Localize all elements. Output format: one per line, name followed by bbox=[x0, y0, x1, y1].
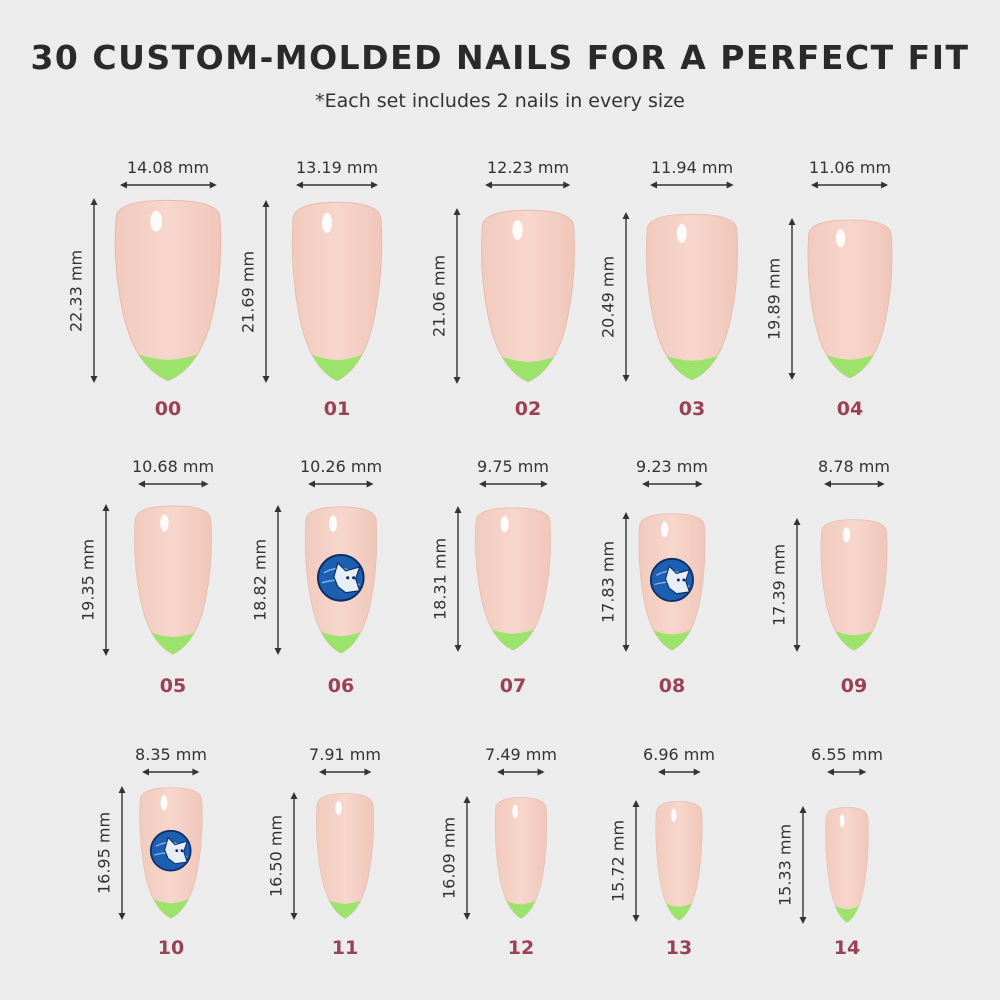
size-label: 03 bbox=[678, 398, 706, 420]
press-on-nail bbox=[655, 801, 703, 921]
press-on-nail bbox=[807, 219, 893, 379]
width-label: 9.75 mm bbox=[477, 457, 549, 476]
height-label: 16.09 mm bbox=[439, 816, 459, 900]
height-label: 16.95 mm bbox=[94, 811, 114, 895]
height-label: 17.83 mm bbox=[598, 540, 618, 624]
height-arrow-icon bbox=[799, 806, 807, 924]
width-arrow-icon bbox=[142, 768, 200, 776]
press-on-nail bbox=[114, 199, 222, 382]
size-label: 07 bbox=[499, 675, 527, 697]
press-on-nail bbox=[494, 797, 548, 919]
press-on-nail bbox=[475, 507, 551, 651]
lynx-emblem-icon bbox=[649, 557, 695, 602]
width-arrow-icon bbox=[657, 768, 701, 776]
height-label: 20.49 mm bbox=[598, 255, 618, 339]
press-on-nail bbox=[316, 793, 374, 919]
height-label: 18.82 mm bbox=[250, 538, 270, 622]
width-arrow-icon bbox=[641, 480, 703, 488]
width-label: 11.06 mm bbox=[808, 158, 892, 177]
size-label: 11 bbox=[331, 937, 359, 959]
width-arrow-icon bbox=[137, 480, 209, 488]
width-arrow-icon bbox=[318, 768, 372, 776]
size-label: 14 bbox=[833, 937, 861, 959]
height-arrow-icon bbox=[453, 208, 461, 384]
height-label: 19.89 mm bbox=[764, 257, 784, 341]
press-on-nail bbox=[291, 201, 383, 382]
size-label: 04 bbox=[836, 398, 864, 420]
height-label: 18.31 mm bbox=[430, 537, 450, 621]
width-arrow-icon bbox=[308, 480, 374, 488]
lynx-emblem-icon bbox=[317, 553, 365, 602]
width-arrow-icon bbox=[296, 181, 378, 189]
size-label: 00 bbox=[154, 398, 182, 420]
height-label: 15.72 mm bbox=[608, 819, 628, 903]
height-arrow-icon bbox=[454, 506, 462, 652]
press-on-nail bbox=[820, 519, 888, 651]
height-arrow-icon bbox=[632, 800, 640, 922]
page-subtitle: *Each set includes 2 nails in every size bbox=[315, 90, 685, 112]
height-arrow-icon bbox=[274, 505, 282, 655]
width-label: 13.19 mm bbox=[295, 158, 379, 177]
width-label: 12.23 mm bbox=[486, 158, 570, 177]
height-label: 17.39 mm bbox=[769, 543, 789, 627]
width-arrow-icon bbox=[650, 181, 734, 189]
width-arrow-icon bbox=[478, 480, 548, 488]
width-label: 9.23 mm bbox=[636, 457, 708, 476]
height-label: 15.33 mm bbox=[775, 823, 795, 907]
height-label: 22.33 mm bbox=[66, 249, 86, 332]
width-label: 10.26 mm bbox=[299, 457, 383, 476]
height-label: 19.35 mm bbox=[78, 538, 98, 622]
height-arrow-icon bbox=[290, 792, 298, 920]
height-arrow-icon bbox=[622, 212, 630, 382]
height-arrow-icon bbox=[463, 796, 471, 920]
width-label: 8.78 mm bbox=[818, 457, 890, 476]
size-label: 10 bbox=[157, 937, 185, 959]
height-label: 21.06 mm bbox=[429, 254, 449, 338]
width-label: 14.08 mm bbox=[126, 158, 210, 177]
width-label: 10.68 mm bbox=[131, 457, 215, 476]
size-label: 09 bbox=[840, 675, 868, 697]
press-on-nail bbox=[825, 807, 869, 923]
height-label: 21.69 mm bbox=[238, 250, 258, 333]
press-on-nail bbox=[645, 213, 739, 381]
width-label: 7.91 mm bbox=[309, 745, 381, 764]
size-label: 08 bbox=[658, 675, 686, 697]
width-label: 7.49 mm bbox=[485, 745, 557, 764]
height-arrow-icon bbox=[90, 198, 98, 383]
press-on-nail bbox=[481, 209, 575, 383]
height-label: 16.50 mm bbox=[266, 814, 286, 898]
height-arrow-icon bbox=[788, 218, 796, 380]
width-arrow-icon bbox=[823, 480, 885, 488]
width-arrow-icon bbox=[485, 181, 571, 189]
width-arrow-icon bbox=[119, 181, 217, 189]
size-label: 06 bbox=[327, 675, 355, 697]
width-label: 11.94 mm bbox=[650, 158, 734, 177]
size-label: 12 bbox=[507, 937, 535, 959]
width-arrow-icon bbox=[497, 768, 545, 776]
press-on-nail bbox=[134, 505, 212, 655]
width-label: 6.96 mm bbox=[643, 745, 715, 764]
page-title: 30 CUSTOM-MOLDED NAILS FOR A PERFECT FIT bbox=[30, 38, 970, 77]
height-arrow-icon bbox=[102, 504, 110, 656]
size-label: 13 bbox=[665, 937, 693, 959]
width-label: 6.55 mm bbox=[811, 745, 883, 764]
width-arrow-icon bbox=[811, 181, 889, 189]
width-label: 8.35 mm bbox=[135, 745, 207, 764]
height-arrow-icon bbox=[118, 786, 126, 920]
width-arrow-icon bbox=[827, 768, 867, 776]
lynx-emblem-icon bbox=[150, 829, 192, 872]
size-label: 05 bbox=[159, 675, 187, 697]
size-label: 01 bbox=[323, 398, 351, 420]
size-label: 02 bbox=[514, 398, 542, 420]
height-arrow-icon bbox=[793, 518, 801, 652]
height-arrow-icon bbox=[262, 200, 270, 383]
height-arrow-icon bbox=[622, 512, 630, 652]
